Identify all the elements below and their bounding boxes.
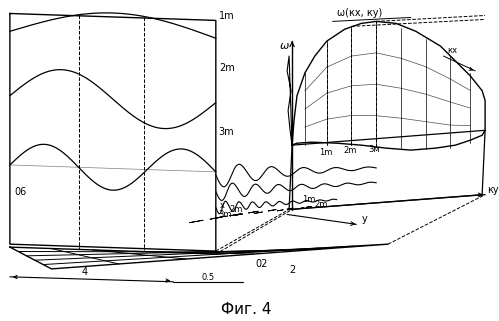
Text: Фиг. 4: Фиг. 4 <box>221 302 272 317</box>
Text: x: x <box>220 201 225 210</box>
Text: 06: 06 <box>15 187 27 197</box>
Text: ω: ω <box>280 41 289 51</box>
Text: 2: 2 <box>289 265 295 275</box>
Text: кх: кх <box>448 46 458 55</box>
Text: 2m: 2m <box>230 205 243 214</box>
Text: 02: 02 <box>255 259 268 269</box>
Text: ω(кх, ку): ω(кх, ку) <box>337 8 382 18</box>
Text: y: y <box>361 214 367 224</box>
Text: ку: ку <box>487 185 499 195</box>
Text: 2m: 2m <box>343 146 357 155</box>
Text: 3m: 3m <box>218 211 232 220</box>
Text: 0.5: 0.5 <box>201 273 215 282</box>
Text: 1m: 1m <box>219 12 235 22</box>
Text: 2m: 2m <box>219 63 235 73</box>
Text: 3м: 3м <box>368 145 380 154</box>
Text: 1m: 1m <box>319 148 332 157</box>
Text: 4: 4 <box>81 267 87 277</box>
Text: 3m: 3m <box>219 127 235 137</box>
Text: 1m: 1m <box>302 195 315 204</box>
Text: 2m: 2m <box>315 200 328 209</box>
